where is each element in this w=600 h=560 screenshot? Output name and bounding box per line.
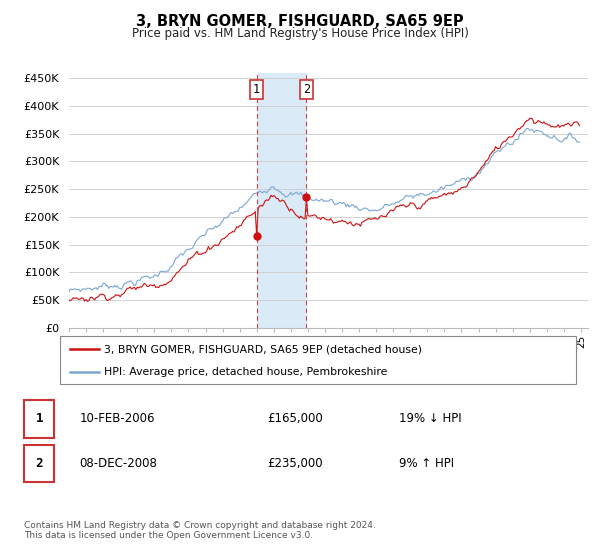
Bar bbox=[24, 445, 55, 482]
Text: 9% ↑ HPI: 9% ↑ HPI bbox=[400, 457, 454, 470]
Text: £235,000: £235,000 bbox=[267, 457, 323, 470]
Text: 2: 2 bbox=[35, 457, 43, 470]
Text: 1: 1 bbox=[253, 83, 260, 96]
Text: Contains HM Land Registry data © Crown copyright and database right 2024.
This d: Contains HM Land Registry data © Crown c… bbox=[24, 521, 376, 540]
Bar bbox=[257, 73, 307, 328]
Text: 3, BRYN GOMER, FISHGUARD, SA65 9EP: 3, BRYN GOMER, FISHGUARD, SA65 9EP bbox=[136, 14, 464, 29]
Bar bbox=[24, 400, 55, 437]
Text: 10-FEB-2006: 10-FEB-2006 bbox=[79, 412, 155, 425]
Text: HPI: Average price, detached house, Pembrokeshire: HPI: Average price, detached house, Pemb… bbox=[104, 367, 387, 377]
Text: 2: 2 bbox=[303, 83, 310, 96]
Text: £165,000: £165,000 bbox=[267, 412, 323, 425]
Text: 19% ↓ HPI: 19% ↓ HPI bbox=[400, 412, 462, 425]
Text: 08-DEC-2008: 08-DEC-2008 bbox=[79, 457, 157, 470]
Text: Price paid vs. HM Land Registry's House Price Index (HPI): Price paid vs. HM Land Registry's House … bbox=[131, 27, 469, 40]
Text: 1: 1 bbox=[35, 412, 43, 425]
Text: 3, BRYN GOMER, FISHGUARD, SA65 9EP (detached house): 3, BRYN GOMER, FISHGUARD, SA65 9EP (deta… bbox=[104, 344, 422, 354]
